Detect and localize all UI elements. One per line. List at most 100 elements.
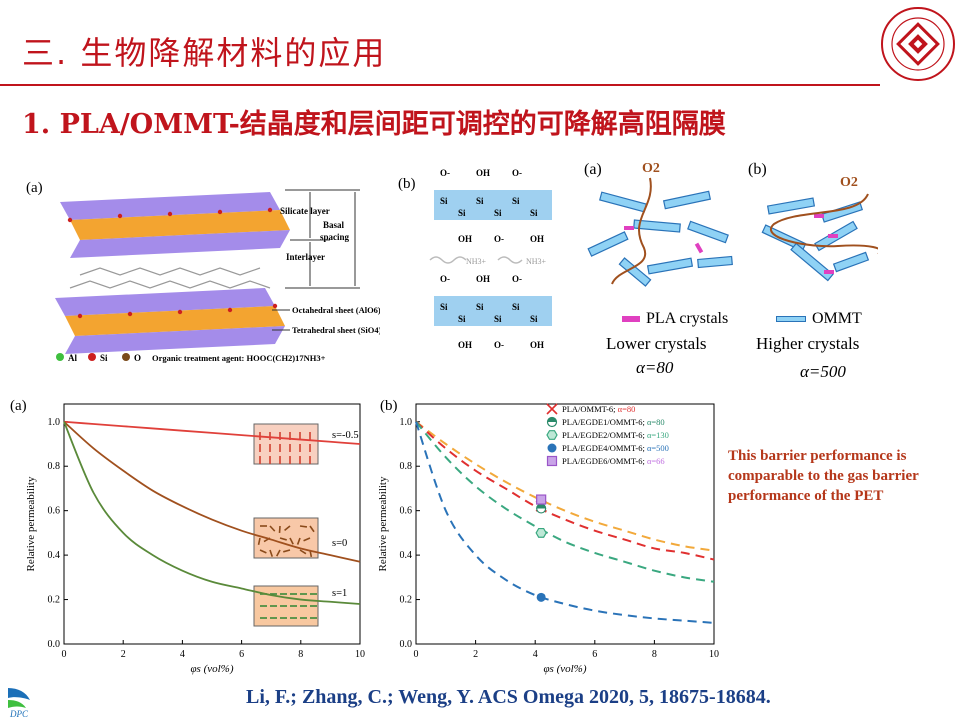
silicate-layer-upper bbox=[60, 192, 290, 258]
inset-filler bbox=[284, 525, 291, 532]
y-tick-label: 1.0 bbox=[48, 417, 61, 428]
legend-pla-crystals: PLA crystals bbox=[622, 310, 728, 328]
series-label: s=1 bbox=[332, 588, 347, 599]
organic-chains bbox=[69, 267, 271, 289]
o2-label-b: O2 bbox=[840, 175, 858, 190]
inset-filler bbox=[259, 549, 267, 554]
silanol-figure-label: (b) bbox=[398, 176, 416, 192]
dpc-logo-text: DPC bbox=[9, 709, 29, 718]
slide-title: 三. 生物降解材料的应用 bbox=[22, 34, 387, 72]
svg-text:Si: Si bbox=[494, 314, 502, 324]
legend-entry-alpha: α=80 bbox=[647, 417, 665, 427]
legend-entry: PLA/EGDE4/OMMT-6; α=500 bbox=[562, 443, 669, 453]
inset-filler bbox=[303, 537, 311, 542]
data-point-fill bbox=[536, 503, 546, 509]
svg-text:OH: OH bbox=[476, 274, 490, 284]
y-tick-label: 0.8 bbox=[400, 461, 413, 472]
svg-text:OH: OH bbox=[458, 234, 472, 244]
inset-filler bbox=[279, 537, 287, 541]
legend-si: Si bbox=[100, 353, 108, 363]
inset-filler bbox=[269, 549, 274, 557]
svg-text:O-: O- bbox=[440, 168, 450, 178]
alpha-low-label: α=80 bbox=[636, 358, 674, 377]
chart-a-label: (a) bbox=[10, 398, 27, 414]
y-tick-label: 0.6 bbox=[400, 506, 413, 517]
basal-spacing-label-2: spacing bbox=[320, 232, 350, 242]
x-tick-label: 8 bbox=[298, 649, 303, 660]
y-tick-label: 0.0 bbox=[48, 639, 61, 650]
o2-path-a bbox=[611, 177, 652, 285]
y-tick-label: 0.4 bbox=[48, 550, 61, 561]
alpha-high-label: α=500 bbox=[800, 362, 846, 381]
ommt-platelets-b bbox=[761, 197, 870, 282]
upper-silicate-sheet bbox=[434, 190, 552, 220]
svg-text:Si: Si bbox=[530, 208, 538, 218]
legend-marker bbox=[547, 443, 557, 453]
pla-crystals-b bbox=[814, 214, 838, 274]
slide-subtitle: 1. PLA/OMMT-结晶度和层间距可调控的可降解高阻隔膜 bbox=[22, 109, 726, 140]
silicate-layer-label: Silicate layer bbox=[280, 206, 330, 216]
x-tick-label: 10 bbox=[355, 649, 365, 660]
svg-text:Si: Si bbox=[458, 208, 466, 218]
inset-filler bbox=[257, 537, 261, 546]
legend-o: O bbox=[134, 353, 141, 363]
data-point bbox=[536, 494, 547, 505]
legend-entry: PLA/EGDE1/OMMT-6; α=80 bbox=[562, 417, 665, 427]
x-axis-label: φs (vol%) bbox=[190, 663, 233, 675]
silicate-layer-lower bbox=[55, 288, 285, 354]
chart-b-label: (b) bbox=[380, 398, 398, 414]
ommt-swatch bbox=[776, 316, 806, 323]
legend-entry: PLA/EGDE2/OMMT-6; α=130 bbox=[562, 430, 669, 440]
x-axis-label: φs (vol%) bbox=[543, 663, 586, 675]
x-tick-label: 0 bbox=[414, 649, 419, 660]
legend-marker bbox=[546, 403, 558, 415]
series-line bbox=[415, 421, 715, 624]
legend-marker-fill bbox=[547, 417, 557, 422]
x-tick-label: 8 bbox=[652, 649, 657, 660]
inset-filler bbox=[309, 525, 315, 533]
ommt-platelets-a bbox=[587, 190, 733, 287]
series-line bbox=[415, 421, 715, 561]
legend-entry-name: PLA/OMMT-6; bbox=[562, 404, 618, 414]
y-tick-label: 0.0 bbox=[400, 639, 413, 650]
plot-frame bbox=[415, 403, 715, 645]
citation: Li, F.; Zhang, C.; Weng, Y. ACS Omega 20… bbox=[246, 686, 771, 708]
svg-text:Si: Si bbox=[512, 196, 520, 206]
chart-b: 0 2 4 6 8 10 0.0 0.2 0.4 0.6 0.8 1.0 φs (vol%) Relati… bbox=[377, 403, 719, 675]
legend-marker bbox=[546, 455, 558, 467]
dpc-logo: DPC bbox=[8, 688, 30, 718]
y-axis-label: Relative permeability bbox=[377, 476, 389, 571]
legend-al: Al bbox=[68, 353, 77, 363]
legend-entry-name: PLA/EGDE4/OMMT-6; bbox=[562, 443, 647, 453]
legend-ommt: OMMT bbox=[776, 310, 862, 328]
y-axis-label: Relative permeability bbox=[25, 476, 37, 571]
legend-entry: PLA/OMMT-6; α=80 bbox=[562, 404, 635, 414]
series-line-s=-0.5 bbox=[63, 420, 361, 445]
inset-frame bbox=[253, 423, 319, 465]
x-tick-label: 6 bbox=[239, 649, 244, 660]
svg-text:O-: O- bbox=[494, 234, 504, 244]
legend-entry-alpha: α=80 bbox=[618, 404, 636, 414]
structure-figure-label: (a) bbox=[26, 180, 43, 196]
tetrahedral-label: Tetrahedral sheet (SiO4) bbox=[292, 325, 380, 335]
x-tick-label: 4 bbox=[533, 649, 538, 660]
svg-text:OH: OH bbox=[530, 234, 544, 244]
inset-filler bbox=[289, 537, 294, 545]
svg-text:Si: Si bbox=[440, 196, 448, 206]
svg-text:Si: Si bbox=[458, 314, 466, 324]
legend-al-dot bbox=[56, 353, 64, 361]
svg-text:OH: OH bbox=[530, 340, 544, 350]
crystal-label-a: (a) bbox=[584, 161, 602, 178]
series-label: s=0 bbox=[332, 538, 347, 549]
inset-filler bbox=[276, 549, 281, 557]
inset-filler bbox=[269, 525, 276, 532]
svg-text:OH: OH bbox=[458, 340, 472, 350]
legend-si-dot bbox=[88, 353, 96, 361]
series-line bbox=[415, 420, 715, 552]
legend-entry: PLA/EGDE6/OMMT-6; α=66 bbox=[562, 456, 665, 466]
x-tick-label: 0 bbox=[62, 649, 67, 660]
y-tick-label: 0.2 bbox=[400, 595, 413, 606]
inset-filler bbox=[296, 537, 301, 545]
legend-o-dot bbox=[122, 353, 130, 361]
layered-silicate-figure: Silicate layer Basal spacing Interlayer … bbox=[55, 189, 380, 363]
